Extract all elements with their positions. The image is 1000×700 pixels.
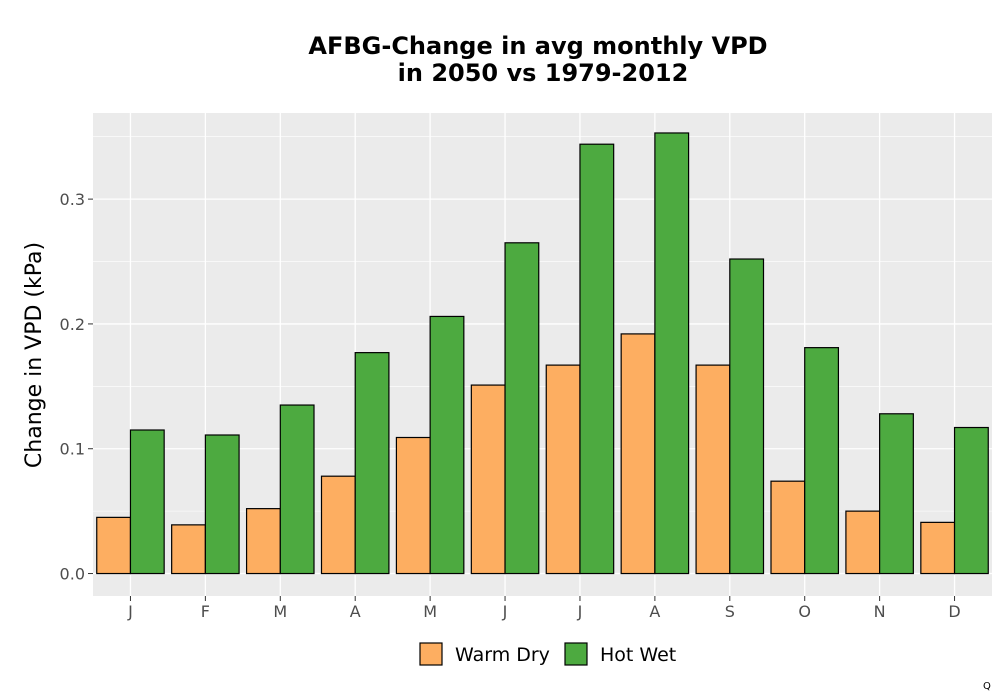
bars <box>96 132 989 575</box>
x-tick-label: F <box>201 602 210 621</box>
bar-hot-wet <box>879 413 914 575</box>
y-tick-label: 0.2 <box>60 315 85 334</box>
bar-warm-dry <box>770 480 806 575</box>
panel-background <box>93 113 992 596</box>
x-tick-label: A <box>649 602 660 621</box>
legend-label: Warm Dry <box>455 644 550 666</box>
bar-warm-dry <box>395 436 431 575</box>
bar-hot-wet <box>654 132 690 575</box>
x-tick-label: S <box>725 602 735 621</box>
bar-warm-dry <box>620 333 656 575</box>
bar-warm-dry <box>695 364 731 575</box>
y-tick-label: 0.3 <box>60 190 85 209</box>
bar-hot-wet <box>804 347 840 575</box>
bar-hot-wet <box>729 258 765 575</box>
y-tick-label: 0.0 <box>60 565 85 584</box>
bar-hot-wet <box>953 426 989 575</box>
x-tick-label: A <box>350 602 361 621</box>
legend-label: Hot Wet <box>600 644 676 666</box>
x-tick-label: N <box>874 602 886 621</box>
x-tick-label: J <box>577 602 583 621</box>
bar-warm-dry <box>920 521 956 575</box>
legend: Warm Dry Hot Wet <box>419 642 676 666</box>
bar-hot-wet <box>429 315 465 575</box>
corner-mark: Q <box>983 681 991 692</box>
bar-hot-wet <box>579 143 615 575</box>
bar-hot-wet <box>504 242 540 575</box>
bar-warm-dry <box>245 508 281 575</box>
bar-warm-dry <box>96 516 132 575</box>
bar-warm-dry <box>470 384 506 575</box>
bar-warm-dry <box>171 524 206 575</box>
legend-key <box>419 642 443 666</box>
legend-key <box>564 642 588 666</box>
x-tick-label: M <box>423 602 437 621</box>
bar-hot-wet <box>129 429 165 575</box>
bar-hot-wet <box>204 434 240 575</box>
x-tick-label: D <box>948 602 960 621</box>
y-axis-label: Change in VPD (kPa) <box>22 242 47 468</box>
bar-warm-dry <box>545 364 581 575</box>
bar-hot-wet <box>279 404 315 575</box>
chart-title-line-2: in 2050 vs 1979-2012 <box>398 59 689 87</box>
y-axis: 0.0 0.1 0.2 0.3 <box>60 190 93 584</box>
x-tick-label: O <box>798 602 811 621</box>
chart-title-line-1: AFBG-Change in avg monthly VPD <box>308 32 767 60</box>
bar-warm-dry <box>320 475 356 575</box>
y-tick-label: 0.1 <box>60 440 85 459</box>
x-tick-label: J <box>127 602 133 621</box>
x-tick-label: J <box>502 602 508 621</box>
x-tick-label: M <box>273 602 287 621</box>
bar-hot-wet <box>354 352 390 575</box>
bar-warm-dry <box>845 510 881 575</box>
